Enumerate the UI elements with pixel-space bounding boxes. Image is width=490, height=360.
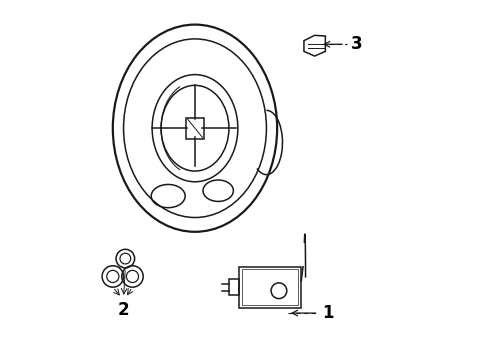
Text: 2: 2 <box>118 301 129 319</box>
Text: 3: 3 <box>350 35 362 53</box>
Text: 1: 1 <box>322 304 333 322</box>
